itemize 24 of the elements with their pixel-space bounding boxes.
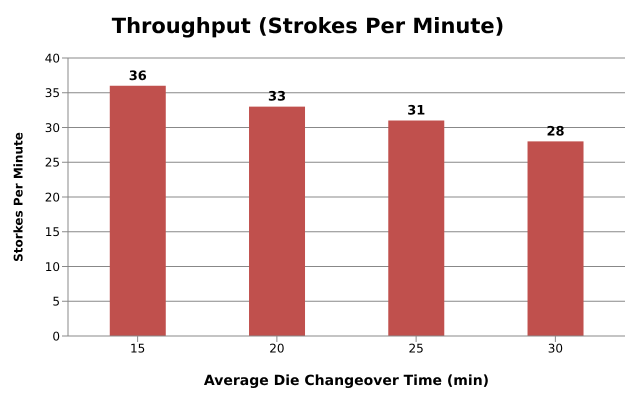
x-tick-label: 20 (269, 342, 285, 356)
y-tick-label: 40 (44, 51, 60, 66)
data-label: 31 (407, 104, 426, 119)
y-tick-label: 10 (44, 260, 60, 274)
data-label: 28 (546, 124, 565, 140)
bar (110, 86, 166, 336)
y-tick-label: 0 (52, 329, 60, 344)
x-axis-title: Average Die Changeover Time (min) (204, 373, 490, 389)
x-tick-label: 30 (548, 342, 564, 356)
x-tick-label: 15 (130, 342, 146, 356)
y-tick-label: 35 (44, 86, 60, 100)
x-tick-label: 25 (408, 342, 424, 356)
y-tick-label: 5 (52, 294, 60, 309)
y-tick-label: 20 (44, 190, 60, 204)
y-tick-label: 25 (44, 156, 60, 170)
data-label: 33 (268, 90, 286, 105)
y-tick-label: 15 (44, 225, 60, 240)
bar (388, 120, 444, 336)
y-axis-title: Storkes Per Minute (11, 132, 26, 262)
bar (528, 141, 584, 336)
data-label: 36 (128, 68, 147, 84)
y-tick-label: 30 (44, 120, 60, 135)
bar (249, 106, 306, 336)
chart-title: Throughput (Strokes Per Minute) (110, 14, 506, 38)
